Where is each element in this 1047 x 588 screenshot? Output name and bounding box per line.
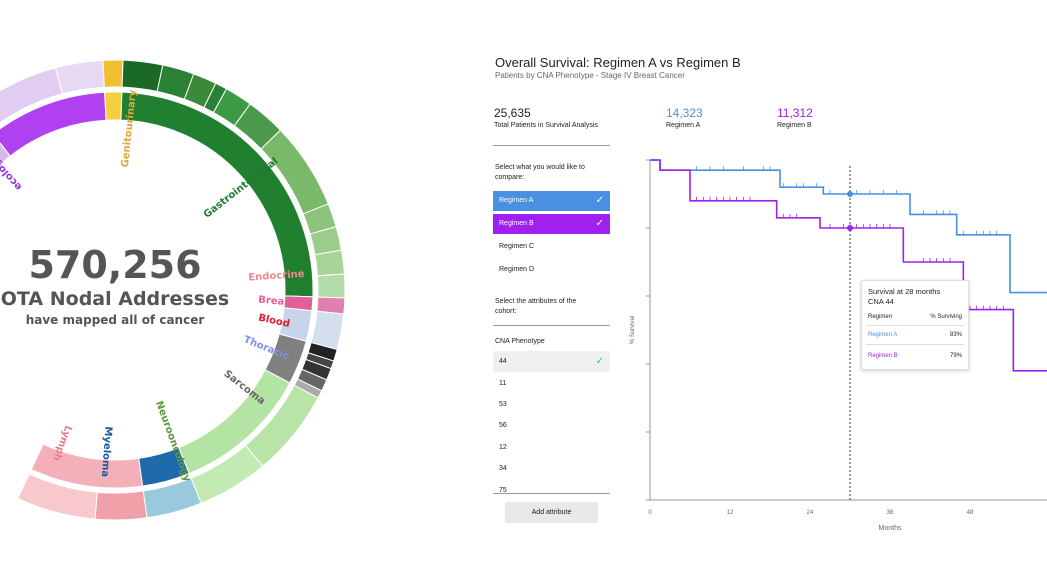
survival-tooltip: Survival at 28 months CNA 44 Regimen % S… — [861, 280, 969, 370]
tooltip-row-b-value: 79% — [949, 353, 962, 359]
marker-point — [847, 191, 853, 197]
panel-subtitle: Patients by CNA Phenotype - Stage IV Bre… — [495, 71, 685, 80]
x-tick-label: 12 — [727, 510, 734, 516]
center-number: 570,256 — [28, 243, 201, 287]
sunburst-inner-segment[interactable] — [104, 91, 123, 121]
tooltip-row-b-label: Regimen B — [868, 353, 898, 359]
cna-option-53[interactable]: 53 — [493, 394, 610, 415]
regimen-d-label: Regimen D — [499, 266, 535, 273]
cna-option-75[interactable]: 75 — [493, 480, 610, 493]
regimen-a-option[interactable]: Regimen A ✓ — [493, 191, 610, 211]
sunburst-outer-segment[interactable] — [54, 59, 105, 95]
tooltip-row-a-label: Regimen A — [868, 332, 898, 338]
center-line2: have mapped all of cancer — [26, 313, 205, 327]
cna-option-11[interactable]: 11 — [493, 373, 610, 394]
stat-total: 25,635 Total Patients in Survival Analys… — [494, 106, 598, 129]
cna-option-label: 53 — [499, 401, 507, 408]
sunburst-outer-segment[interactable] — [314, 249, 345, 277]
sunburst-outer-segment[interactable] — [102, 59, 124, 88]
stat-regimen-b: 11,312 Regimen B — [777, 106, 813, 129]
cna-option-44[interactable]: 44 ✓ — [493, 351, 610, 372]
stat-regimen-a: 14,323 Regimen A — [666, 106, 703, 129]
regimen-c-option[interactable]: Regimen C — [493, 237, 610, 257]
compare-label: Select what you would like to compare: — [495, 164, 585, 181]
marker-point — [847, 225, 853, 231]
x-tick-label: 48 — [967, 510, 974, 516]
check-icon: ✓ — [595, 218, 604, 229]
regimen-c-label: Regimen C — [499, 243, 535, 250]
regimen-b-label: Regimen B — [499, 220, 534, 227]
tooltip-col-surviving: % Surviving — [930, 314, 962, 320]
divider-bottom — [493, 493, 610, 494]
check-icon: ✓ — [595, 195, 604, 206]
panel-title: Overall Survival: Regimen A vs Regimen B — [495, 55, 741, 70]
tooltip-col-regimen: Regimen — [868, 314, 893, 320]
regimen-b-option[interactable]: Regimen B ✓ — [493, 214, 610, 234]
cna-option-label: 11 — [499, 380, 507, 387]
y-axis-label: % Survival — [630, 316, 636, 344]
stat-regimen-b-label: Regimen B — [777, 122, 812, 129]
regimen-d-option[interactable]: Regimen D — [493, 260, 610, 280]
cancer-sunburst-chart[interactable]: ecologicGenitourinaryGastrointestinalEnd… — [0, 0, 350, 588]
sunburst-outer-segment[interactable] — [94, 490, 148, 521]
x-tick-label: 24 — [807, 510, 814, 516]
divider-top — [493, 145, 610, 146]
sunburst-label: Endocrine — [248, 269, 305, 284]
x-axis-label: Months — [879, 525, 902, 532]
cna-option-12[interactable]: 12 — [493, 437, 610, 458]
attributes-label: Select the attributes of the cohort: — [495, 298, 577, 315]
stat-regimen-b-value: 11,312 — [777, 106, 813, 120]
x-tick-label: 0 — [648, 510, 652, 516]
tooltip-subtitle: CNA 44 — [868, 297, 894, 306]
stat-total-label: Total Patients in Survival Analysis — [494, 122, 598, 129]
sunburst-label: Myeloma — [99, 426, 114, 477]
survival-line-b — [650, 159, 1047, 372]
center-line1: OTA Nodal Addresses — [1, 288, 229, 310]
sunburst-outer-segment[interactable] — [316, 273, 346, 299]
sunburst-label: Breast — [258, 295, 296, 309]
sunburst-outer-segment[interactable] — [17, 473, 98, 520]
stat-regimen-a-value: 14,323 — [666, 106, 703, 120]
cna-option-34[interactable]: 34 — [493, 458, 610, 479]
stat-total-value: 25,635 — [494, 106, 531, 120]
tooltip-title: Survival at 28 months — [868, 287, 941, 296]
sunburst-outer-segment[interactable] — [121, 59, 164, 93]
sunburst-center — [0, 130, 275, 450]
stat-regimen-a-label: Regimen A — [666, 122, 701, 129]
cna-option-label: 12 — [499, 444, 507, 451]
x-tick-label: 36 — [887, 510, 894, 516]
cna-option-label: 56 — [499, 422, 507, 429]
regimen-a-label: Regimen A — [499, 197, 534, 204]
cna-option-label: 44 — [499, 358, 507, 365]
check-icon: ✓ — [595, 356, 604, 367]
cna-option-56[interactable]: 56 — [493, 415, 610, 436]
survival-chart: 0 12 24 36 48 Months % Survival — [630, 159, 1047, 532]
tooltip-row-a-value: 83% — [949, 332, 962, 338]
divider-attributes — [493, 325, 610, 326]
sunburst-inner-segment[interactable] — [30, 443, 144, 489]
cna-option-label: 75 — [499, 487, 507, 493]
cna-header: CNA Phenotype — [495, 338, 545, 345]
add-attribute-button[interactable]: Add attribute — [505, 502, 598, 523]
cna-option-label: 34 — [499, 465, 507, 472]
